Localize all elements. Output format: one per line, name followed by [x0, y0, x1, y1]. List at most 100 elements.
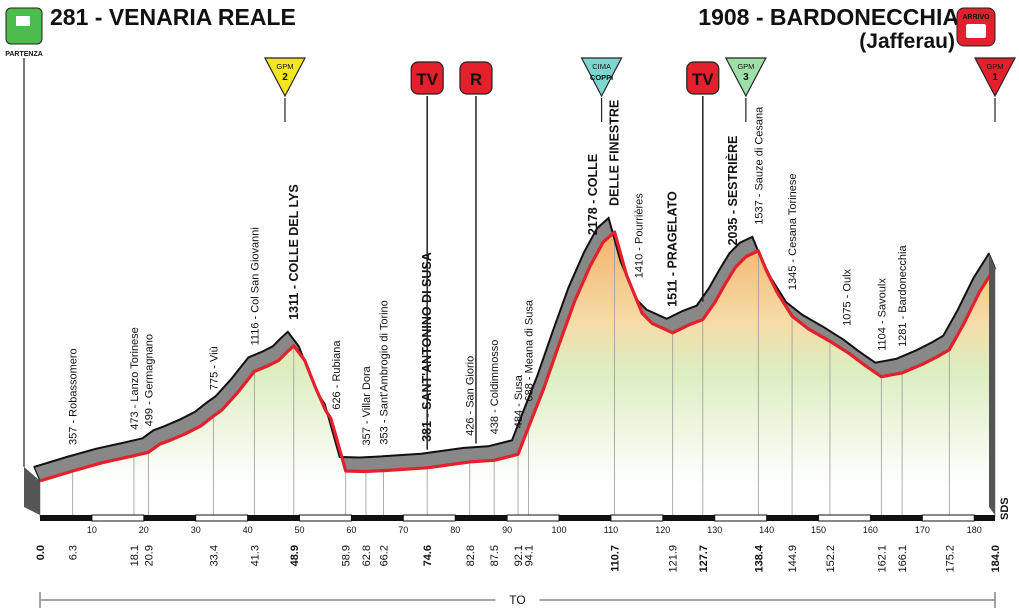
- place-label: 353 - Sant'Ambrogio di Torino: [379, 300, 391, 444]
- km-label: 127.7: [698, 545, 710, 573]
- badge-text: R: [470, 70, 482, 89]
- axis-band-segment: [610, 514, 664, 522]
- km-label: 41.3: [249, 545, 261, 566]
- axis-band-segment: [299, 514, 352, 522]
- x-tick-label: 120: [655, 525, 670, 535]
- gpm-number: 2: [282, 72, 288, 83]
- flag-icon: [16, 16, 30, 26]
- finish-badge-label: ARRIVO: [962, 14, 990, 21]
- axis-band-segment: [921, 514, 975, 522]
- profile-area-fill: [40, 232, 995, 485]
- gpm-number: COPPI: [590, 73, 613, 82]
- x-tick-label: 30: [191, 525, 201, 535]
- place-label: 2035 - SESTRIÈRE: [725, 136, 740, 246]
- x-tick-label: 80: [450, 525, 460, 535]
- place-label: 438 - Coldimmosso: [489, 340, 501, 435]
- start-side-panel: [24, 466, 40, 515]
- start-title: 281 - VENARIA REALE: [50, 4, 296, 30]
- x-tick-label: 60: [346, 525, 356, 535]
- x-tick-label: 130: [707, 525, 722, 535]
- profile-line: [39, 230, 997, 483]
- km-label: 162.1: [876, 545, 888, 573]
- finish-title: 1908 - BARDONECCHIA: [698, 4, 959, 30]
- gpm-number: 1: [992, 72, 998, 83]
- axis-band-segment: [818, 514, 871, 522]
- x-tick-label: 50: [295, 525, 305, 535]
- km-label: 74.6: [422, 545, 434, 566]
- tv-badge: [686, 61, 720, 95]
- km-label: 121.9: [668, 545, 680, 573]
- place-label: DELLE FINESTRE: [608, 100, 622, 206]
- x-tick-label: 20: [139, 525, 149, 535]
- km-label: 18.1: [129, 545, 141, 566]
- km-label: 87.5: [489, 545, 501, 566]
- place-label: 1104 - Savoulx: [876, 278, 888, 351]
- gpm-number: 3: [743, 72, 749, 83]
- place-label: 1511 - PRAGELATO: [666, 191, 680, 307]
- finish-subtitle: (Jafferau): [859, 30, 955, 53]
- place-label: 1410 - Pourrières: [633, 193, 645, 278]
- gpm-triangle: [724, 57, 767, 98]
- place-label: 1116 - Col San Giovanni: [249, 227, 261, 345]
- km-label: 184.0: [990, 545, 1002, 573]
- km-label: 6.3: [68, 545, 80, 560]
- km-label: 66.2: [379, 545, 391, 566]
- gpm-top-label: GPM: [986, 62, 1003, 71]
- gpm-triangle: [974, 57, 1016, 98]
- x-tick-label: 100: [552, 525, 567, 535]
- x-tick-label: 10: [87, 525, 97, 535]
- camera-icon: [966, 24, 986, 38]
- start-badge-label: PARTENZA: [5, 51, 43, 58]
- gpm-top-label: CIMA: [592, 62, 611, 71]
- x-tick-label: 140: [759, 525, 774, 535]
- km-label: 48.9: [289, 545, 301, 566]
- x-tick-label: 40: [243, 525, 253, 535]
- badge-text: TV: [416, 70, 438, 89]
- x-tick-label: 180: [967, 525, 982, 535]
- km-label: 0.0: [35, 545, 47, 560]
- km-label: 92.1: [513, 545, 525, 566]
- sds-mark: SDS: [999, 497, 1011, 520]
- km-label: 94.1: [523, 545, 535, 566]
- km-label: 33.4: [208, 545, 220, 566]
- refuel-badge: [459, 61, 493, 95]
- place-label: 357 - Robassomero: [68, 348, 80, 445]
- place-label: 1537 - Sauze di Cesana: [753, 106, 765, 225]
- gpm-top-label: GPM: [737, 62, 754, 71]
- axis-band-segment: [714, 514, 768, 522]
- road-top-edge: [33, 216, 990, 468]
- place-label: 484 - Susa: [513, 374, 525, 428]
- axis-band-segment: [195, 514, 249, 522]
- place-label: 1281 - Bardonecchia: [897, 245, 909, 347]
- gpm-triangle: [580, 57, 623, 98]
- place-label: 473 - Lanzo Torinese: [129, 327, 141, 430]
- km-label: 144.9: [787, 545, 799, 573]
- x-tick-label: 90: [502, 525, 512, 535]
- place-label: 1075 - Oulx: [842, 268, 854, 325]
- place-label: 775 - Viù: [208, 346, 220, 390]
- place-label: 688 - Meana di Susa: [523, 299, 535, 401]
- km-label: 152.2: [825, 545, 837, 573]
- km-label: 20.9: [143, 545, 155, 566]
- km-label: 82.8: [465, 545, 477, 566]
- to-label-bg: [495, 592, 540, 606]
- place-label: 357 - Villar Dora: [361, 365, 373, 445]
- x-tick-label: 170: [915, 525, 930, 535]
- place-label: 626 - Rubiana: [331, 340, 343, 410]
- finish-side-panel: [989, 253, 995, 516]
- place-label: 426 - San Giorio: [465, 356, 477, 436]
- axis-band-segment: [506, 514, 560, 522]
- km-label: 110.7: [610, 545, 622, 572]
- tv-badge: [410, 61, 444, 95]
- place-label: 1311 - COLLE DEL LYS: [287, 184, 301, 319]
- x-tick-label: 110: [604, 525, 618, 535]
- place-label: 499 - Germagnano: [143, 334, 155, 426]
- gpm-top-label: GPM: [276, 62, 293, 71]
- km-label: 166.1: [897, 545, 909, 573]
- gpm-triangle: [263, 57, 306, 98]
- badge-text: TV: [692, 70, 714, 89]
- x-tick-label: 150: [811, 525, 826, 535]
- km-label: 58.9: [341, 545, 353, 566]
